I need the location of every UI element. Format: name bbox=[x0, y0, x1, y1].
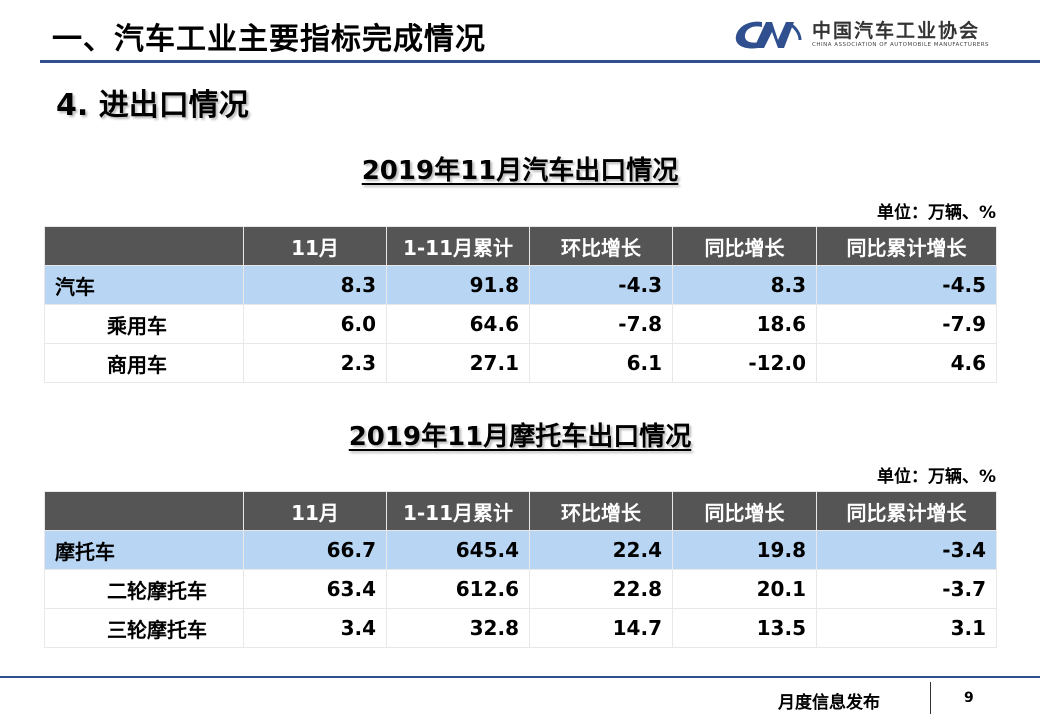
moto-table-title: 2019年11月摩托车出口情况 bbox=[348, 422, 692, 452]
column-header bbox=[44, 491, 244, 531]
table-cell: 13.5 bbox=[672, 608, 817, 648]
table-cell: 20.1 bbox=[672, 569, 817, 609]
table-cell: -4.5 bbox=[816, 265, 997, 305]
table-cell: -7.8 bbox=[529, 304, 673, 344]
column-header: 同比增长 bbox=[672, 491, 817, 531]
table-cell: 4.6 bbox=[816, 343, 997, 383]
page-number: 9 bbox=[964, 690, 974, 706]
footer-divider bbox=[0, 676, 1040, 678]
row-label: 商用车 bbox=[44, 343, 244, 383]
table-cell: 3.4 bbox=[243, 608, 387, 648]
row-label: 二轮摩托车 bbox=[44, 569, 244, 609]
table-cell: 14.7 bbox=[529, 608, 673, 648]
table-header-row: 11月 1-11月累计 环比增长 同比增长 同比累计增长 bbox=[44, 491, 997, 531]
table-cell: -3.7 bbox=[816, 569, 997, 609]
page-title: 一、汽车工业主要指标完成情况 bbox=[52, 22, 486, 57]
moto-export-table: 11月 1-11月累计 环比增长 同比增长 同比累计增长 摩托车 66.7 64… bbox=[44, 491, 997, 648]
table-cell: 63.4 bbox=[243, 569, 387, 609]
table-cell: -4.3 bbox=[529, 265, 673, 305]
header-divider bbox=[40, 60, 1040, 63]
column-header: 同比累计增长 bbox=[816, 226, 997, 266]
table-cell: 27.1 bbox=[386, 343, 530, 383]
column-header: 环比增长 bbox=[529, 491, 673, 531]
table-row: 乘用车 6.0 64.6 -7.8 18.6 -7.9 bbox=[44, 304, 997, 344]
table-cell: 22.8 bbox=[529, 569, 673, 609]
row-label: 乘用车 bbox=[44, 304, 244, 344]
logo-english-name: CHINA ASSOCIATION OF AUTOMOBILE MANUFACT… bbox=[812, 42, 990, 48]
row-label: 三轮摩托车 bbox=[44, 608, 244, 648]
table-cell: 18.6 bbox=[672, 304, 817, 344]
table-cell: 645.4 bbox=[386, 530, 530, 570]
auto-table-unit: 单位：万辆、% bbox=[876, 203, 996, 223]
column-header bbox=[44, 226, 244, 266]
table-cell: 2.3 bbox=[243, 343, 387, 383]
table-cell: 3.1 bbox=[816, 608, 997, 648]
table-cell: 6.0 bbox=[243, 304, 387, 344]
row-label: 摩托车 bbox=[44, 530, 244, 570]
table-cell: 8.3 bbox=[672, 265, 817, 305]
table-cell: 32.8 bbox=[386, 608, 530, 648]
row-label: 汽车 bbox=[44, 265, 244, 305]
table-cell: -3.4 bbox=[816, 530, 997, 570]
table-row: 摩托车 66.7 645.4 22.4 19.8 -3.4 bbox=[44, 530, 997, 570]
table-cell: 6.1 bbox=[529, 343, 673, 383]
table-row: 三轮摩托车 3.4 32.8 14.7 13.5 3.1 bbox=[44, 608, 997, 648]
footer-separator bbox=[930, 682, 931, 714]
table-row: 二轮摩托车 63.4 612.6 22.8 20.1 -3.7 bbox=[44, 569, 997, 609]
logo-chinese-name: 中国汽车工业协会 bbox=[812, 20, 981, 42]
table-cell: -7.9 bbox=[816, 304, 997, 344]
auto-export-table: 11月 1-11月累计 环比增长 同比增长 同比累计增长 汽车 8.3 91.8… bbox=[44, 226, 997, 383]
caam-logo: 中国汽车工业协会 CHINA ASSOCIATION OF AUTOMOBILE… bbox=[732, 14, 1022, 56]
table-row: 商用车 2.3 27.1 6.1 -12.0 4.6 bbox=[44, 343, 997, 383]
table-cell: 612.6 bbox=[386, 569, 530, 609]
column-header: 同比增长 bbox=[672, 226, 817, 266]
column-header: 1-11月累计 bbox=[386, 491, 530, 531]
table-cell: 19.8 bbox=[672, 530, 817, 570]
table-cell: 8.3 bbox=[243, 265, 387, 305]
table-row: 汽车 8.3 91.8 -4.3 8.3 -4.5 bbox=[44, 265, 997, 305]
table-cell: 22.4 bbox=[529, 530, 673, 570]
footer-label: 月度信息发布 bbox=[778, 693, 880, 713]
table-cell: 66.7 bbox=[243, 530, 387, 570]
auto-table-title: 2019年11月汽车出口情况 bbox=[361, 156, 679, 186]
caam-logo-icon bbox=[735, 21, 802, 49]
moto-table-unit: 单位：万辆、% bbox=[876, 467, 996, 487]
section-title: 4. 进出口情况 bbox=[56, 88, 249, 123]
column-header: 同比累计增长 bbox=[816, 491, 997, 531]
table-header-row: 11月 1-11月累计 环比增长 同比增长 同比累计增长 bbox=[44, 226, 997, 266]
column-header: 11月 bbox=[243, 226, 387, 266]
column-header: 1-11月累计 bbox=[386, 226, 530, 266]
table-cell: 91.8 bbox=[386, 265, 530, 305]
table-cell: 64.6 bbox=[386, 304, 530, 344]
column-header: 11月 bbox=[243, 491, 387, 531]
table-cell: -12.0 bbox=[672, 343, 817, 383]
column-header: 环比增长 bbox=[529, 226, 673, 266]
